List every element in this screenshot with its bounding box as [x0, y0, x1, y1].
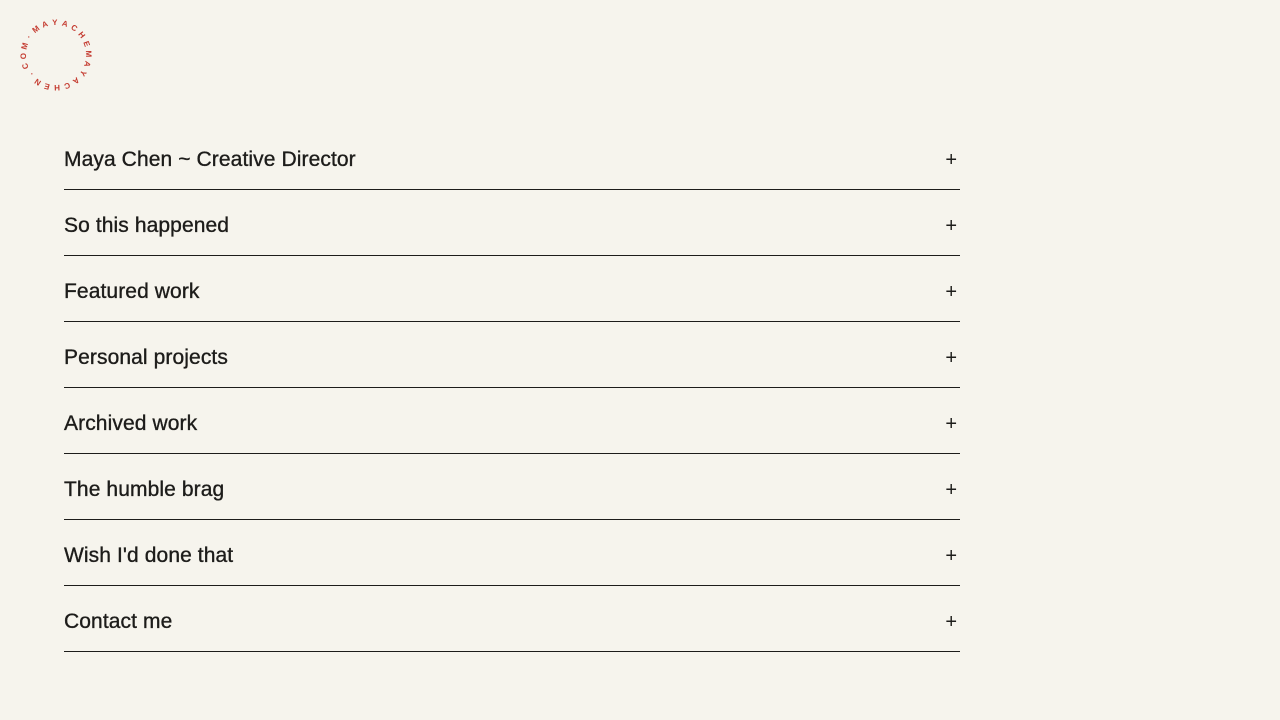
accordion-item-label: The humble brag [64, 478, 225, 501]
accordion-item-featured-work[interactable]: Featured work + [64, 256, 960, 322]
accordion-item-label: Featured work [64, 280, 200, 303]
plus-icon[interactable]: + [945, 413, 957, 435]
accordion-item-so-this-happened[interactable]: So this happened + [64, 190, 960, 256]
plus-icon[interactable]: + [945, 545, 957, 567]
accordion-item-label: Wish I'd done that [64, 544, 234, 567]
accordion-item-label: Contact me [64, 610, 173, 633]
plus-icon[interactable]: + [945, 347, 957, 369]
accordion-menu: Maya Chen ~ Creative Director + So this … [64, 124, 960, 652]
accordion-item-personal-projects[interactable]: Personal projects + [64, 322, 960, 388]
plus-icon[interactable]: + [945, 479, 957, 501]
accordion-item-label: Personal projects [64, 346, 228, 369]
plus-icon[interactable]: + [945, 215, 957, 237]
plus-icon[interactable]: + [945, 611, 957, 633]
accordion-item-wish-id-done-that[interactable]: Wish I'd done that + [64, 520, 960, 586]
accordion-item-label: Maya Chen ~ Creative Director [64, 148, 356, 171]
accordion-item-label: So this happened [64, 214, 230, 237]
accordion-item-archived-work[interactable]: Archived work + [64, 388, 960, 454]
accordion-item-label: Archived work [64, 412, 198, 435]
accordion-item-contact-me[interactable]: Contact me + [64, 586, 960, 652]
plus-icon[interactable]: + [945, 281, 957, 303]
accordion-item-the-humble-brag[interactable]: The humble brag + [64, 454, 960, 520]
accordion-item-maya-chen-creative-director[interactable]: Maya Chen ~ Creative Director + [64, 124, 960, 190]
plus-icon[interactable]: + [945, 149, 957, 171]
